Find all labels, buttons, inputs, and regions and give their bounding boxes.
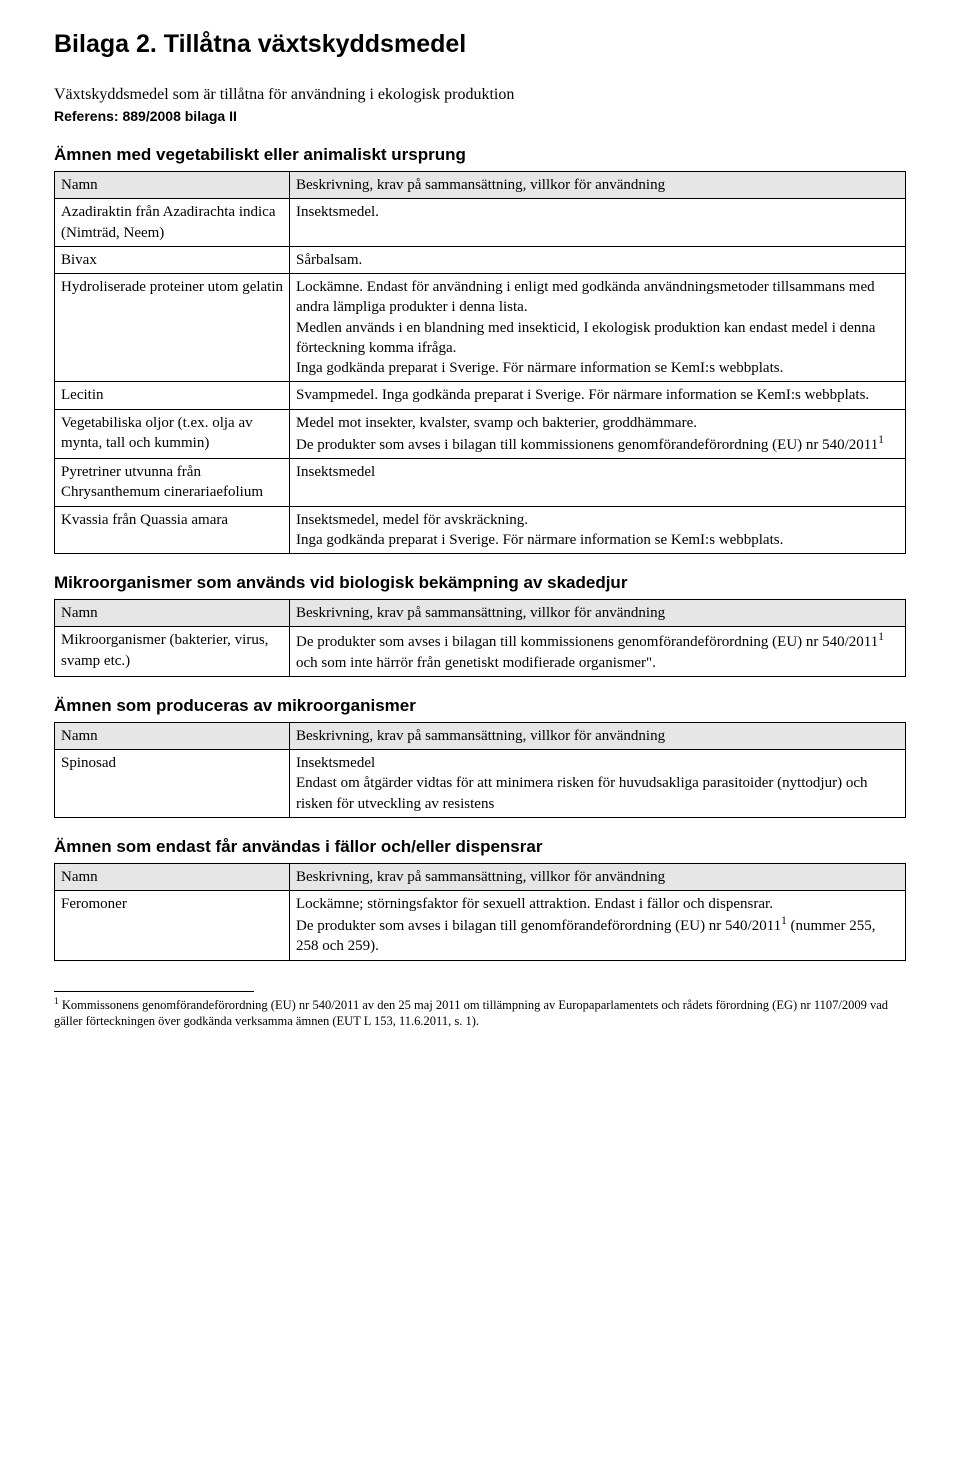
cell-name: Bivax [55,246,290,273]
cell-desc: Svampmedel. Inga godkända preparat i Sve… [290,382,906,409]
table-body: SpinosadInsektsmedelEndast om åtgärder v… [55,750,906,818]
table-row: FeromonerLockämne; störningsfaktor för s… [55,890,906,960]
cell-desc: De produkter som avses i bilagan till ko… [290,627,906,677]
col-header-name: Namn [55,722,290,749]
cell-name: Feromoner [55,890,290,960]
col-header-desc: Beskrivning, krav på sammansättning, vil… [290,172,906,199]
cell-name: Hydroliserade proteiner utom gelatin [55,274,290,382]
col-header-name: Namn [55,600,290,627]
cell-desc: Sårbalsam. [290,246,906,273]
table-row: Vegetabiliska oljor (t.ex. olja av mynta… [55,409,906,459]
cell-name: Vegetabiliska oljor (t.ex. olja av mynta… [55,409,290,459]
intro-text: Växtskyddsmedel som är tillåtna för anvä… [54,84,906,106]
cell-name: Lecitin [55,382,290,409]
table-body: Mikroorganismer (bakterier, virus, svamp… [55,627,906,677]
table-section-3: Namn Beskrivning, krav på sammansättning… [54,722,906,818]
cell-name: Azadiraktin från Azadirachta indica (Nim… [55,199,290,247]
table-row: Hydroliserade proteiner utom gelatinLock… [55,274,906,382]
table-row: Azadiraktin från Azadirachta indica (Nim… [55,199,906,247]
cell-name: Spinosad [55,750,290,818]
table-row: Mikroorganismer (bakterier, virus, svamp… [55,627,906,677]
reference-text: Referens: 889/2008 bilaga II [54,107,906,126]
col-header-desc: Beskrivning, krav på sammansättning, vil… [290,600,906,627]
cell-desc: InsektsmedelEndast om åtgärder vidtas fö… [290,750,906,818]
col-header-desc: Beskrivning, krav på sammansättning, vil… [290,863,906,890]
cell-name: Kvassia från Quassia amara [55,506,290,554]
section-heading-2: Mikroorganismer som används vid biologis… [54,572,906,595]
table-section-1: Namn Beskrivning, krav på sammansättning… [54,171,906,554]
table-body: FeromonerLockämne; störningsfaktor för s… [55,890,906,960]
table-row: SpinosadInsektsmedelEndast om åtgärder v… [55,750,906,818]
cell-name: Mikroorganismer (bakterier, virus, svamp… [55,627,290,677]
cell-name: Pyretriner utvunna från Chrysanthemum ci… [55,459,290,507]
col-header-desc: Beskrivning, krav på sammansättning, vil… [290,722,906,749]
cell-desc: Insektsmedel [290,459,906,507]
table-section-4: Namn Beskrivning, krav på sammansättning… [54,863,906,961]
table-row: LecitinSvampmedel. Inga godkända prepara… [55,382,906,409]
footnote-separator [54,991,254,992]
section-heading-4: Ämnen som endast får användas i fällor o… [54,836,906,859]
page-title: Bilaga 2. Tillåtna växtskyddsmedel [54,28,906,62]
table-row: Pyretriner utvunna från Chrysanthemum ci… [55,459,906,507]
cell-desc: Insektsmedel. [290,199,906,247]
table-body: Azadiraktin från Azadirachta indica (Nim… [55,199,906,554]
col-header-name: Namn [55,863,290,890]
section-heading-3: Ämnen som produceras av mikroorganismer [54,695,906,718]
cell-desc: Lockämne. Endast för användning i enligt… [290,274,906,382]
table-section-2: Namn Beskrivning, krav på sammansättning… [54,599,906,677]
cell-desc: Insektsmedel, medel för avskräckning.Ing… [290,506,906,554]
cell-desc: Medel mot insekter, kvalster, svamp och … [290,409,906,459]
cell-desc: Lockämne; störningsfaktor för sexuell at… [290,890,906,960]
table-row: BivaxSårbalsam. [55,246,906,273]
col-header-name: Namn [55,172,290,199]
section-heading-1: Ämnen med vegetabiliskt eller animaliskt… [54,144,906,167]
footnote-text: 1 Kommissonens genomförandeförordning (E… [54,996,906,1030]
table-row: Kvassia från Quassia amaraInsektsmedel, … [55,506,906,554]
